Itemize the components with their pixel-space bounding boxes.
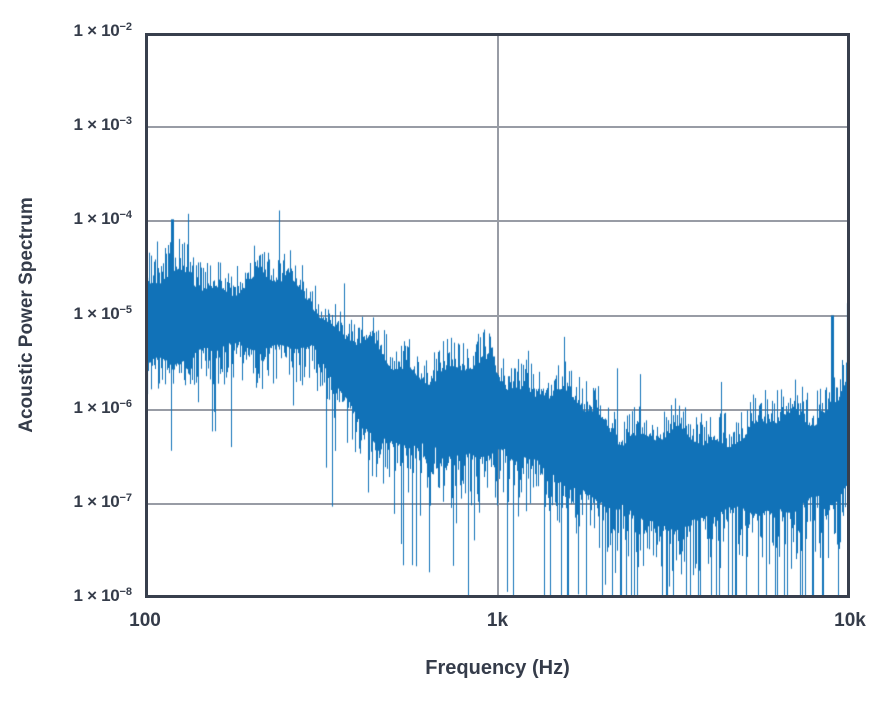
y-tick-base: 1 × 10 — [73, 586, 120, 605]
y-tick-label: 1 × 10−3 — [0, 115, 133, 135]
x-axis-title: Frequency (Hz) — [425, 657, 570, 679]
y-tick-base: 1 × 10 — [73, 21, 120, 40]
plot-area — [145, 33, 850, 598]
y-tick-exponent: −3 — [119, 115, 132, 128]
spectrum-trace — [145, 33, 850, 598]
x-tick-label: 1k — [486, 610, 509, 631]
x-tick-label: 10k — [834, 610, 866, 631]
y-tick-base: 1 × 10 — [73, 209, 120, 229]
y-tick-label: 1 × 10−2 — [0, 21, 133, 41]
y-tick-base: 1 × 10 — [73, 115, 120, 135]
y-tick-base: 1 × 10 — [73, 303, 120, 323]
y-tick-exponent: −7 — [119, 491, 132, 504]
y-tick-base: 1 × 10 — [73, 491, 120, 511]
y-tick-exponent: −2 — [119, 21, 132, 33]
y-tick-label: 1 × 10−8 — [0, 586, 133, 606]
y-tick-exponent: −8 — [119, 586, 132, 598]
y-tick-exponent: −6 — [119, 397, 132, 410]
y-tick-label: 1 × 10−6 — [0, 397, 133, 418]
y-tick-label: 1 × 10−5 — [0, 303, 133, 324]
y-tick-label: 1 × 10−7 — [0, 491, 133, 512]
y-tick-base: 1 × 10 — [73, 397, 120, 417]
y-tick-exponent: −5 — [119, 303, 132, 316]
x-tick-label: 100 — [129, 610, 161, 631]
y-tick-exponent: −4 — [119, 209, 132, 222]
y-tick-label: 1 × 10−4 — [0, 209, 133, 229]
